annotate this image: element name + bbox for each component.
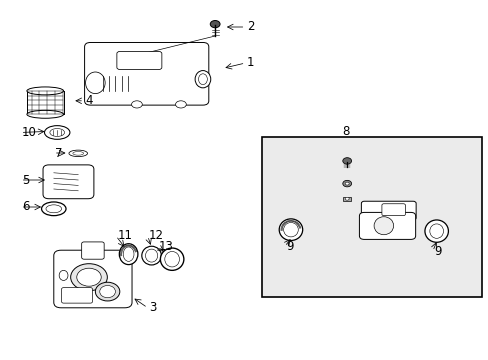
Ellipse shape <box>123 247 134 261</box>
Ellipse shape <box>160 248 183 270</box>
Ellipse shape <box>50 129 64 136</box>
Ellipse shape <box>429 224 443 238</box>
FancyBboxPatch shape <box>61 288 92 303</box>
Ellipse shape <box>164 251 179 267</box>
Text: 10: 10 <box>22 126 37 139</box>
Ellipse shape <box>198 74 207 85</box>
Ellipse shape <box>27 110 63 118</box>
Circle shape <box>345 197 348 200</box>
Circle shape <box>210 21 220 28</box>
Text: 1: 1 <box>246 57 254 69</box>
Text: 9: 9 <box>433 245 441 258</box>
Ellipse shape <box>27 87 63 95</box>
FancyBboxPatch shape <box>359 212 415 239</box>
Text: 12: 12 <box>149 229 164 242</box>
Ellipse shape <box>77 268 101 286</box>
Ellipse shape <box>119 244 138 265</box>
Ellipse shape <box>142 246 161 265</box>
Ellipse shape <box>283 222 298 237</box>
Ellipse shape <box>95 282 120 301</box>
Ellipse shape <box>73 152 83 155</box>
Ellipse shape <box>175 101 186 108</box>
Ellipse shape <box>85 72 105 94</box>
Ellipse shape <box>100 285 115 298</box>
Text: 4: 4 <box>85 94 93 107</box>
Text: 3: 3 <box>149 301 156 314</box>
Text: 8: 8 <box>342 125 349 138</box>
Ellipse shape <box>59 270 68 280</box>
Text: 11: 11 <box>117 229 132 242</box>
Ellipse shape <box>41 202 66 216</box>
Ellipse shape <box>44 126 70 139</box>
Text: 9: 9 <box>285 240 293 253</box>
Text: 6: 6 <box>22 201 29 213</box>
FancyBboxPatch shape <box>84 42 208 105</box>
FancyBboxPatch shape <box>54 250 132 308</box>
Ellipse shape <box>145 249 157 262</box>
Circle shape <box>342 180 351 187</box>
Bar <box>343 197 350 201</box>
Ellipse shape <box>69 150 87 157</box>
Ellipse shape <box>195 71 210 88</box>
Text: 13: 13 <box>159 240 173 253</box>
Ellipse shape <box>424 220 447 242</box>
FancyBboxPatch shape <box>381 204 405 216</box>
Text: 7: 7 <box>55 147 62 159</box>
Ellipse shape <box>131 101 142 108</box>
Circle shape <box>342 158 351 164</box>
FancyBboxPatch shape <box>117 51 162 69</box>
Ellipse shape <box>373 217 393 235</box>
Text: 5: 5 <box>22 174 29 186</box>
FancyBboxPatch shape <box>81 242 104 259</box>
Ellipse shape <box>46 205 61 213</box>
Circle shape <box>345 182 348 185</box>
FancyBboxPatch shape <box>43 165 94 199</box>
Ellipse shape <box>279 219 302 240</box>
Text: 2: 2 <box>246 21 254 33</box>
Ellipse shape <box>70 264 107 291</box>
FancyBboxPatch shape <box>361 201 415 220</box>
Bar <box>261 137 481 297</box>
